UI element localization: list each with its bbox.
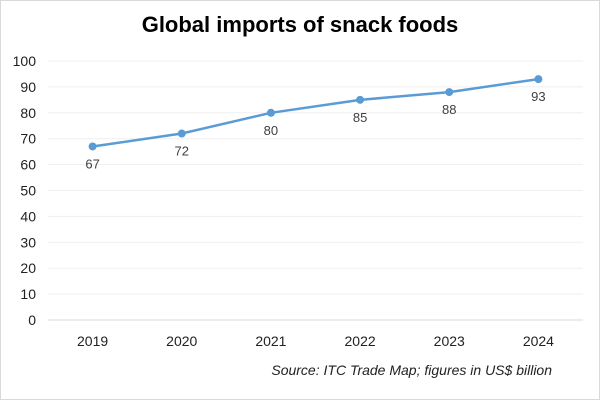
source-note: Source: ITC Trade Map; figures in US$ bi… xyxy=(271,362,552,378)
y-tick-label: 40 xyxy=(20,208,36,224)
data-point xyxy=(534,75,543,84)
series-line xyxy=(92,77,539,148)
y-tick-label: 100 xyxy=(13,53,37,69)
y-tick-label: 70 xyxy=(20,131,36,147)
y-tick-label: 0 xyxy=(28,312,36,328)
y-tick-label: 60 xyxy=(20,157,36,173)
data-point xyxy=(177,129,186,138)
x-tick-label: 2023 xyxy=(434,333,465,349)
y-tick-label: 20 xyxy=(20,260,36,276)
y-tick-label: 30 xyxy=(20,234,36,250)
data-label: 88 xyxy=(442,102,456,117)
y-tick-label: 50 xyxy=(20,183,36,199)
data-point xyxy=(88,142,97,151)
chart-title: Global imports of snack foods xyxy=(141,12,459,37)
data-label: 93 xyxy=(531,89,545,104)
x-tick-label: 2024 xyxy=(523,333,554,349)
data-point xyxy=(266,108,275,117)
y-tick-label: 90 xyxy=(20,79,36,95)
data-point xyxy=(445,88,454,97)
data-label: 67 xyxy=(85,156,99,171)
data-point xyxy=(356,95,365,104)
x-tick-label: 2020 xyxy=(166,333,197,349)
data-label: 85 xyxy=(353,110,367,125)
data-label: 72 xyxy=(175,144,189,159)
y-tick-label: 10 xyxy=(20,286,36,302)
x-tick-label: 2022 xyxy=(345,333,376,349)
y-tick-label: 80 xyxy=(20,105,36,121)
x-tick-label: 2021 xyxy=(255,333,286,349)
data-label: 80 xyxy=(264,123,278,138)
x-tick-label: 2019 xyxy=(77,333,108,349)
